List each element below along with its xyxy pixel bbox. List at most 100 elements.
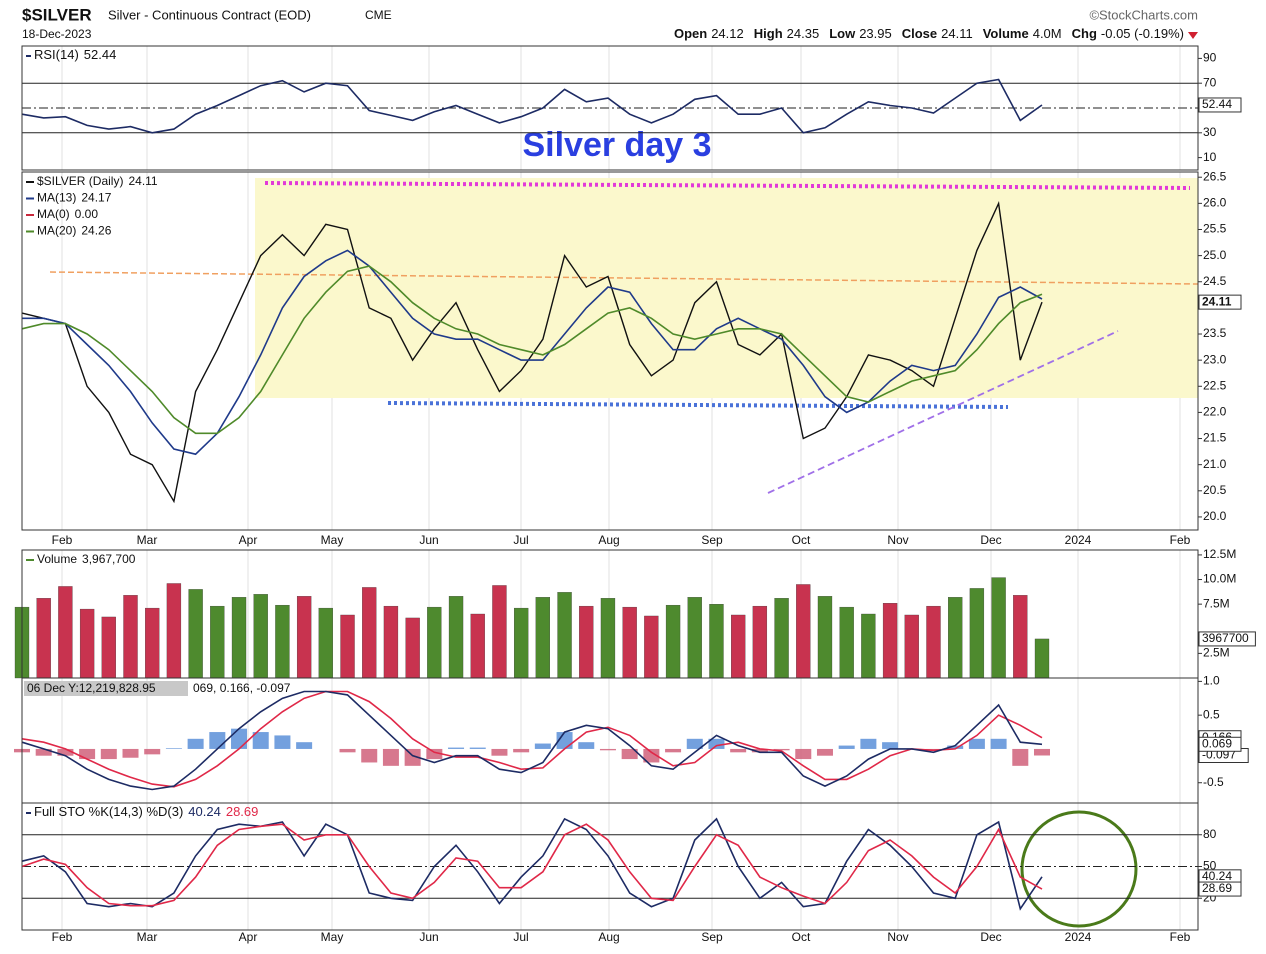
histogram-bar [708, 738, 725, 749]
volume-bar [296, 596, 312, 679]
volume-bar [774, 598, 789, 679]
volume-bar [188, 589, 203, 679]
volume-bar [665, 604, 681, 679]
volume-bar [275, 604, 290, 679]
histogram-bar [513, 748, 530, 753]
histogram-bar [57, 748, 74, 756]
legend-value: 40.24 [188, 804, 221, 819]
legend-value: 24.26 [81, 224, 111, 238]
quote-label: Low [829, 26, 856, 41]
highlight-circle [1020, 810, 1138, 928]
histogram-bar [556, 732, 573, 749]
histogram-bar [231, 728, 248, 749]
volume-bar [318, 607, 333, 679]
histogram-bar [448, 747, 465, 749]
volume-bar [36, 598, 51, 679]
y-tick-label: 20.0 [1203, 509, 1227, 523]
histogram-bar [990, 738, 1007, 749]
histogram-bar [882, 742, 899, 749]
volume-bar [579, 605, 594, 679]
y-tick-label: 21.0 [1203, 457, 1227, 471]
histogram-bar [274, 735, 291, 749]
volume-bar [427, 606, 442, 679]
x-tick-label: May [321, 930, 344, 944]
legend-entry: $SILVER (Daily) 24.11 [37, 174, 158, 188]
y-tick-label: 1.0 [1203, 674, 1220, 688]
volume-bar [817, 596, 833, 679]
x-tick-label: Nov [887, 533, 908, 547]
legend-entry: MA(20) 24.26 [37, 224, 112, 238]
down-arrow [1188, 32, 1198, 39]
symbol: $SILVER [22, 5, 92, 24]
histogram-bar [578, 742, 595, 749]
series-line [21, 265, 1043, 435]
legend-value: 3,967,700 [82, 552, 136, 566]
histogram-bar [209, 732, 226, 749]
y-tick-label: 80 [1203, 827, 1217, 841]
x-tick-label: Apr [239, 930, 258, 944]
volume-bar [948, 597, 963, 679]
legend: Full STO %K(14,3) %D(3) 40.24 28.69 [34, 804, 258, 819]
volume-bar [405, 617, 420, 679]
volume-bar [882, 603, 898, 679]
series-line [21, 690, 1043, 791]
volume-bar [123, 595, 138, 679]
series-line [21, 200, 1043, 504]
x-tick-label: 2024 [1065, 533, 1092, 547]
histogram-bar [816, 748, 833, 756]
histogram-bar [1034, 748, 1050, 756]
quote-label: High [754, 26, 783, 41]
value-box [1198, 97, 1242, 113]
histogram-bar [361, 748, 378, 763]
tooltip: 06 Dec Y:12,219,828.95 [27, 681, 156, 695]
legend-name: MA(0) [37, 207, 70, 221]
value-box [1198, 736, 1242, 752]
y-tick-label: 22.0 [1203, 405, 1227, 419]
legend-value: 24.17 [81, 191, 111, 205]
volume-bar [58, 586, 73, 679]
volume-bar [752, 605, 768, 679]
exchange: CME [365, 8, 392, 22]
y-tick-label: -0.5 [1203, 775, 1224, 789]
quote-value: 24.12 [711, 26, 744, 41]
histogram-bar [838, 745, 855, 749]
volume-bar [1034, 638, 1050, 679]
histogram-bar [187, 738, 204, 749]
y-tick-label: 7.5M [1203, 596, 1230, 610]
x-tick-label: Aug [598, 533, 619, 547]
value-box-label: 40.24 [1202, 869, 1232, 883]
histogram-bar [100, 748, 117, 760]
y-tick-label: 24.5 [1203, 274, 1227, 288]
x-tick-label: Mar [137, 533, 158, 547]
histogram-bar [1012, 748, 1029, 766]
histogram-bar [730, 748, 747, 753]
y-tick-label: 21.5 [1203, 431, 1227, 445]
credit: ©StockCharts.com [1089, 7, 1198, 22]
histogram-bar [339, 748, 356, 753]
y-tick-label: 10.0M [1203, 572, 1236, 586]
y-tick-label: 50 [1203, 859, 1217, 873]
legend-entry: Volume 3,967,700 [37, 552, 136, 566]
series-line [22, 249, 1043, 456]
value-box [1198, 631, 1256, 647]
x-tick-label: Jul [513, 533, 528, 547]
volume-bar [231, 597, 247, 679]
date: 18-Dec-2023 [22, 27, 92, 41]
quote-label: Close [902, 26, 937, 41]
legend-value: 52.44 [84, 47, 117, 62]
histogram-bar [144, 748, 161, 755]
x-tick-label: May [321, 533, 344, 547]
annotations [49, 178, 1199, 928]
quote-value: 4.0M [1033, 26, 1062, 41]
y-tick-label: 23.0 [1203, 352, 1227, 366]
histogram-bar [534, 743, 551, 749]
histogram-bar [947, 745, 964, 749]
volume-bar [861, 613, 876, 679]
histogram-bar [382, 748, 399, 766]
histogram-bar [751, 748, 768, 753]
volume-bar [991, 577, 1006, 679]
volume-bar [145, 607, 160, 679]
value-box [1198, 881, 1242, 897]
x-tick-label: 2024 [1065, 930, 1092, 944]
